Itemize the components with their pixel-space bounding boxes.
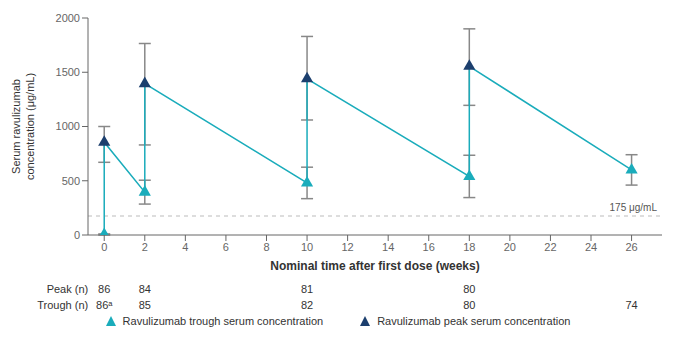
html-text:Ravulizumab trough serum conce: Ravulizumab trough serum concentration [122, 315, 324, 327]
svg-text:82: 82 [301, 299, 313, 311]
svg-text:18: 18 [463, 241, 475, 253]
svg-text:1500: 1500 [56, 66, 80, 78]
svg-text:84: 84 [139, 283, 151, 295]
svg-text:85: 85 [139, 299, 151, 311]
svg-text:20: 20 [504, 241, 516, 253]
svg-text:8: 8 [263, 241, 269, 253]
svg-text:0: 0 [101, 241, 107, 253]
svg-text:500: 500 [62, 175, 80, 187]
svg-text:22: 22 [544, 241, 556, 253]
svg-text:26: 26 [625, 241, 637, 253]
svg-text:0: 0 [74, 229, 80, 241]
svg-text:175 μg/mL: 175 μg/mL [610, 202, 658, 213]
svg-text:4: 4 [182, 241, 188, 253]
svg-text:81: 81 [301, 283, 313, 295]
svg-text:6: 6 [223, 241, 229, 253]
html-text:Ravulizumab peak serum concent: Ravulizumab peak serum concentration [377, 315, 571, 327]
svg-text:1000: 1000 [56, 120, 80, 132]
svg-text:74: 74 [625, 299, 637, 311]
svg-text:16: 16 [423, 241, 435, 253]
svg-text:2000: 2000 [56, 12, 80, 24]
svg-text:Trough (n): Trough (n) [37, 299, 88, 311]
svg-text:86ᵃ: 86ᵃ [96, 299, 113, 311]
svg-text:10: 10 [301, 241, 313, 253]
svg-text:Serum ravulizumabconcentration: Serum ravulizumabconcentration (μg/mL) [10, 73, 35, 180]
svg-text:Peak (n): Peak (n) [47, 283, 89, 295]
svg-text:80: 80 [463, 283, 475, 295]
svg-text:12: 12 [341, 241, 353, 253]
svg-text:2: 2 [142, 241, 148, 253]
svg-text:Nominal time after first dose: Nominal time after first dose (weeks) [270, 259, 479, 273]
svg-text:80: 80 [463, 299, 475, 311]
svg-text:24: 24 [585, 241, 597, 253]
svg-text:14: 14 [382, 241, 394, 253]
svg-text:86: 86 [98, 283, 110, 295]
